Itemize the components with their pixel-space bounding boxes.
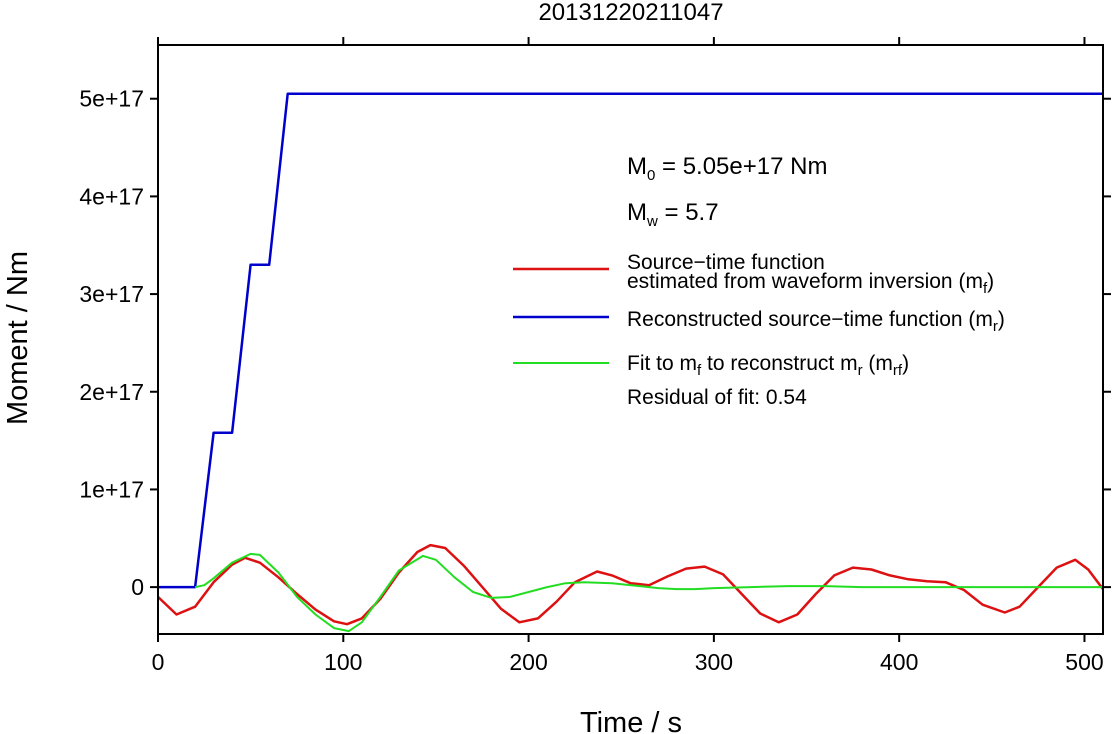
plot-frame: [157, 44, 1104, 635]
x-tick-label: 300: [695, 649, 733, 675]
legend-green-label: Fit to mf to reconstruct mr (mrf): [627, 352, 909, 379]
y-tick-label: 1e+17: [79, 476, 144, 502]
x-tick-label: 0: [152, 649, 165, 675]
y-tick-label: 4e+17: [79, 183, 144, 209]
x-axis-label: Time / s: [580, 707, 682, 734]
series-line-1: [158, 92, 1103, 589]
residual-annotation: Residual of fit: 0.54: [627, 386, 807, 409]
plot-lines: [157, 92, 1104, 633]
y-tick-label: 2e+17: [79, 379, 144, 405]
moment-magnitude-annotation: Mw = 5.7: [627, 199, 719, 230]
series-line-2: [194, 552, 1103, 633]
seismic-moment-annotation: M0 = 5.05e+17 Nm: [627, 153, 827, 184]
y-tick-label: 5e+17: [79, 86, 144, 112]
legend-blue-label: Reconstructed source−time function (mr): [627, 308, 1005, 335]
y-tick-label: 3e+17: [79, 281, 144, 307]
x-tick-label: 200: [509, 649, 547, 675]
series-line-0: [157, 543, 1104, 626]
y-tick-label: 0: [131, 574, 144, 600]
chart-title: 20131220211047: [538, 0, 723, 26]
axes: 0 100 200 300 400 500 0 1e+17 2e+17 3e+17 4e+17 5e+…: [79, 37, 1111, 675]
y-axis-label: Moment / Nm: [2, 251, 34, 425]
legend-red-line2: estimated from waveform inversion (mf): [627, 270, 994, 297]
legend: Source−time function estimated from wave…: [513, 251, 1005, 409]
x-tick-label: 500: [1065, 649, 1103, 675]
x-tick-label: 400: [880, 649, 918, 675]
x-tick-label: 100: [324, 649, 362, 675]
legend-red-line1: Source−time function: [627, 251, 825, 274]
